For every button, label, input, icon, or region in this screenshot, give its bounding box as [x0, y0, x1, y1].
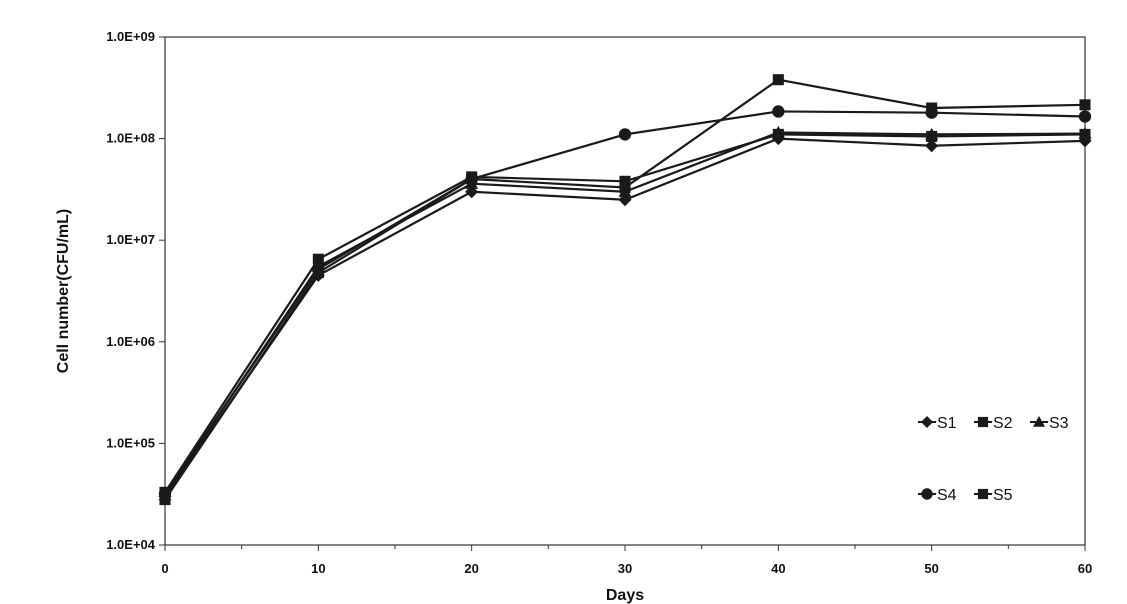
x-tick-label: 20: [464, 561, 478, 576]
x-tick-label: 50: [924, 561, 938, 576]
data-point: [466, 173, 478, 185]
data-point: [1078, 127, 1092, 139]
data-point: [772, 105, 785, 118]
legend-marker: [977, 488, 989, 500]
x-axis-title: Days: [606, 587, 644, 604]
series-s5: [159, 74, 1091, 506]
data-point: [312, 253, 324, 265]
x-tick-label: 60: [1078, 561, 1092, 576]
data-point: [926, 102, 938, 114]
y-tick-label: 1.0E+04: [106, 537, 156, 552]
data-point: [618, 128, 632, 141]
y-tick-label: 1.0E+09: [106, 29, 155, 44]
series-line: [164, 110, 1086, 495]
data-point: [771, 125, 785, 138]
data-point: [312, 267, 324, 279]
legend-label: S5: [993, 487, 1013, 504]
legend-marker: [1033, 416, 1045, 427]
x-axis: 0 10 20 30 40 50 60: [161, 545, 1092, 576]
legend-marker: [977, 416, 989, 428]
y-axis: 1.0E+04 1.0E+05 1.0E+06 1.0E+07 1.0E+08 1.0E+…: [106, 29, 165, 552]
y-axis-title: Cell number(CFU/mL): [55, 209, 72, 373]
legend-label: S1: [937, 415, 957, 432]
x-tick-label: 0: [161, 561, 168, 576]
legend-label: S3: [1049, 415, 1069, 432]
x-tick-label: 40: [771, 561, 785, 576]
data-point: [159, 494, 171, 506]
x-tick-label: 30: [618, 561, 632, 576]
data-point: [925, 127, 939, 140]
legend-item-s5: S5: [974, 487, 1013, 504]
y-tick-label: 1.0E+06: [106, 334, 155, 349]
x-tick-label: 10: [311, 561, 325, 576]
data-point: [1079, 99, 1091, 111]
y-tick-label: 1.0E+07: [106, 232, 155, 247]
legend-item-s1: S1: [918, 415, 957, 432]
data-point: [925, 139, 939, 153]
legend-item-s4: S4: [918, 487, 957, 504]
legend-label: S4: [937, 487, 957, 504]
y-tick-label: 1.0E+08: [106, 131, 155, 146]
series-layer: [158, 74, 1092, 506]
legend-marker: [921, 416, 933, 428]
legend-item-s2: S2: [974, 415, 1013, 432]
legend: S1 S2 S3 S4 S5: [918, 415, 1069, 504]
data-point: [772, 74, 784, 86]
data-point: [619, 181, 631, 194]
y-tick-label: 1.0E+05: [106, 435, 155, 450]
legend-label: S2: [993, 415, 1013, 432]
legend-item-s3: S3: [1030, 415, 1069, 432]
data-point: [1078, 110, 1092, 123]
data-point: [619, 175, 631, 187]
legend-marker: [921, 488, 933, 500]
